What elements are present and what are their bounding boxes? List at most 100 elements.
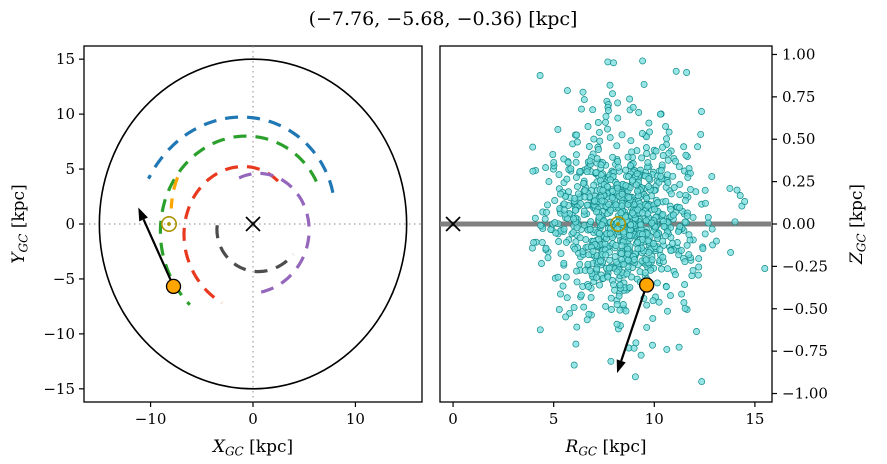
- scatter-point: [618, 131, 626, 139]
- spiral-arm-gray: [215, 225, 295, 274]
- scatter-point: [680, 143, 688, 151]
- scatter-point: [656, 246, 664, 253]
- scatter-point: [672, 67, 680, 75]
- scatter-point: [542, 164, 550, 172]
- x-tick-label: 0: [448, 410, 458, 428]
- scatter-point: [618, 190, 626, 198]
- scatter-point: [638, 130, 646, 137]
- scatter-point: [622, 213, 630, 221]
- scatter-point: [661, 232, 669, 240]
- scatter-point: [652, 147, 660, 155]
- scatter-point: [687, 185, 694, 193]
- scatter-point: [579, 88, 587, 96]
- scatter-point: [624, 256, 632, 264]
- scatter-point: [589, 106, 597, 114]
- scatter-point: [712, 237, 720, 245]
- scatter-point: [663, 345, 671, 353]
- x-axis-label: XGC [kpc]: [211, 437, 293, 459]
- x-tick-label: 0: [248, 410, 258, 428]
- scatter-point: [626, 283, 634, 291]
- scatter-point: [623, 270, 631, 278]
- scatter-point: [733, 186, 741, 194]
- scatter-point: [551, 197, 559, 204]
- scatter-point: [648, 256, 656, 264]
- y-tick-label: 0.75: [782, 88, 815, 106]
- scatter-point: [615, 163, 622, 171]
- scatter-point: [550, 158, 558, 166]
- y-tick-labels: −15 −10 −5 0 5 10 15: [43, 50, 84, 398]
- scatter-point: [554, 126, 562, 133]
- velocity-arrow: [138, 207, 175, 287]
- scatter-point: [570, 215, 578, 223]
- scatter-point: [698, 378, 706, 386]
- scatter-point: [572, 206, 579, 214]
- scatter-point: [681, 258, 689, 266]
- scatter-point: [669, 211, 677, 219]
- scatter-point: [531, 214, 539, 222]
- y-tick-label: −0.50: [782, 300, 828, 318]
- scatter-point: [682, 151, 690, 159]
- scatter-point: [536, 326, 544, 334]
- left-panel-xy: −10 0 10 −15 −10 −5 0 5 10 15 XGC [kpc] YGC [kpc]: [9, 45, 423, 459]
- sun-ring: [161, 216, 178, 233]
- scatter-point: [583, 168, 591, 176]
- scatter-point: [590, 135, 598, 143]
- scatter-point: [626, 95, 634, 103]
- scatter-point: [655, 298, 663, 306]
- scatter-point: [584, 260, 592, 268]
- scatter-point: [619, 301, 627, 308]
- scatter-point: [633, 187, 641, 195]
- scatter-point: [667, 190, 675, 198]
- scatter-point: [592, 168, 600, 176]
- scatter-point: [642, 256, 650, 264]
- scatter-point: [570, 361, 578, 369]
- scatter-point: [660, 223, 668, 230]
- scatter-point: [653, 231, 661, 239]
- scatter-point: [637, 351, 645, 359]
- scatter-point: [544, 254, 552, 262]
- scatter-point: [606, 176, 614, 184]
- y-axis-label: YGC [kpc]: [9, 184, 31, 263]
- scatter-point: [627, 137, 635, 145]
- galactic-center-x-marker: [445, 216, 461, 232]
- scatter-point: [538, 260, 545, 267]
- scatter-point: [555, 306, 563, 313]
- scatter-point: [572, 340, 580, 348]
- x-tick-label: 15: [745, 410, 764, 428]
- scatter-point: [625, 232, 633, 239]
- scatter-point: [741, 198, 749, 205]
- scatter-point: [591, 197, 599, 205]
- scatter-point: [684, 173, 692, 181]
- scatter-point: [606, 256, 614, 264]
- scatter-point: [580, 303, 588, 311]
- scatter-point: [573, 138, 581, 146]
- scatter-point: [643, 150, 651, 157]
- scatter-point: [659, 143, 666, 151]
- y-tick-label: 15: [56, 50, 75, 68]
- scatter-point: [610, 59, 617, 67]
- x-tick-labels: −10 0 10: [135, 402, 365, 428]
- scatter-point: [649, 341, 656, 349]
- scatter-point: [641, 269, 649, 277]
- scatter-point: [551, 219, 559, 227]
- scatter-point: [708, 173, 716, 181]
- scatter-point: [541, 215, 549, 223]
- scatter-point: [704, 219, 712, 227]
- scatter-point: [659, 152, 667, 159]
- scatter-point: [611, 286, 619, 294]
- scatter-point: [573, 323, 581, 331]
- scatter-point: [587, 294, 595, 301]
- scatter-point: [555, 171, 563, 179]
- y-tick-labels: 1.00 0.75 0.50 0.25 0.00 −0.25 −0.50 −0.75 −1.00: [772, 45, 828, 403]
- scatter-point: [646, 128, 654, 136]
- scatter-point: [581, 193, 589, 201]
- scatter-point: [618, 202, 626, 210]
- scatter-point: [574, 190, 582, 198]
- scatter-point: [698, 108, 705, 115]
- right-panel-rz: 0 5 10 15 1.00 0.75 0.50 0.25 0.00 −0.25 −0.50 −0.7…: [439, 45, 869, 459]
- scatter-point: [593, 265, 601, 273]
- scatter-point: [633, 170, 641, 178]
- scatter-point: [643, 323, 651, 331]
- scatter-point: [677, 246, 685, 254]
- scatter-point: [557, 290, 564, 298]
